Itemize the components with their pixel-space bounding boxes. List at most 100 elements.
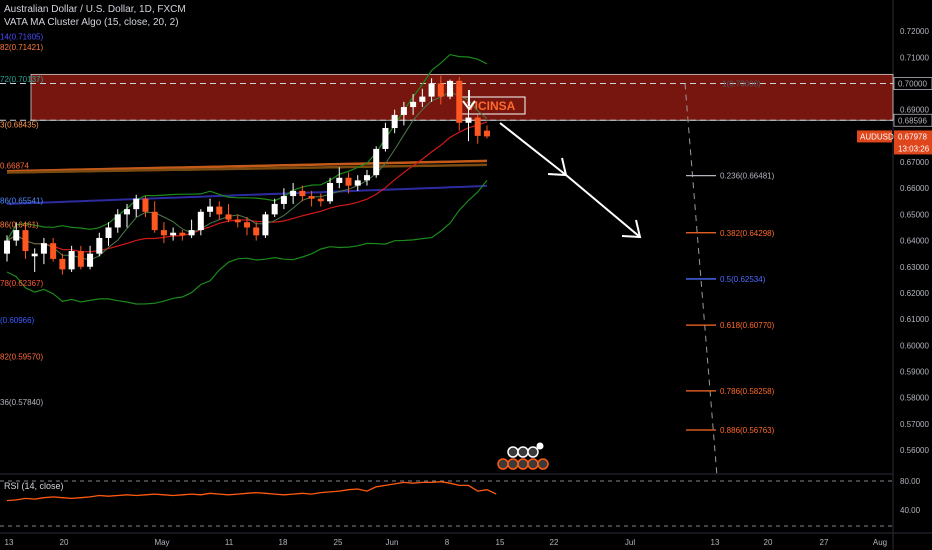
projection-arrows[interactable] bbox=[462, 90, 642, 239]
candle[interactable] bbox=[105, 227, 112, 238]
event-icon[interactable] bbox=[537, 458, 549, 470]
candle[interactable] bbox=[382, 128, 389, 149]
candle[interactable] bbox=[207, 206, 214, 212]
current-price-tag bbox=[894, 130, 932, 155]
rsi-title: RSI (14, close) bbox=[4, 481, 64, 491]
price-tick: 0.58000 bbox=[900, 394, 929, 403]
event-count-badge bbox=[536, 442, 544, 450]
candle[interactable] bbox=[133, 198, 140, 210]
candle[interactable] bbox=[336, 177, 343, 183]
candle[interactable] bbox=[262, 214, 269, 236]
candle[interactable] bbox=[114, 214, 121, 228]
candle[interactable] bbox=[68, 251, 75, 270]
time-axis[interactable]: 13 20 May 11 18 25 Jun 8 15 22 Jul 13 20 27 Aug bbox=[5, 538, 888, 547]
time-label: 18 bbox=[279, 538, 288, 547]
candle[interactable] bbox=[31, 253, 38, 257]
indicator-title: VATA MA Cluster Algo (15, close, 20, 2) bbox=[4, 17, 179, 28]
candle[interactable] bbox=[40, 243, 47, 254]
fib-retracement[interactable]: 1(0.70000) 0.236(0.66481) 0.382(0.64298) 0.… bbox=[684, 80, 775, 477]
left-level-label: 86(0.6461) bbox=[0, 221, 39, 230]
current-price: 0.67978 bbox=[898, 132, 927, 141]
candle[interactable] bbox=[151, 211, 158, 231]
ma-long-blue bbox=[6, 184, 488, 205]
candle[interactable] bbox=[317, 198, 324, 202]
time-label: 22 bbox=[550, 538, 559, 547]
candle[interactable] bbox=[299, 190, 306, 197]
candle[interactable] bbox=[253, 227, 260, 236]
candle[interactable] bbox=[290, 190, 297, 197]
candle[interactable] bbox=[354, 180, 361, 186]
candles-layer[interactable] bbox=[4, 75, 490, 275]
candle[interactable] bbox=[234, 219, 241, 223]
price-tick: 0.61000 bbox=[900, 315, 929, 324]
candle[interactable] bbox=[400, 107, 407, 115]
candle[interactable] bbox=[160, 230, 167, 236]
candle[interactable] bbox=[327, 182, 334, 202]
candle[interactable] bbox=[96, 237, 103, 254]
price-tick: 0.63000 bbox=[900, 263, 929, 272]
candle[interactable] bbox=[280, 196, 287, 204]
candle[interactable] bbox=[225, 214, 232, 220]
candle[interactable] bbox=[465, 117, 472, 123]
event-icon[interactable] bbox=[527, 446, 539, 458]
candle[interactable] bbox=[483, 130, 490, 137]
ma-band-lower bbox=[6, 179, 488, 305]
candle[interactable] bbox=[456, 80, 463, 123]
candle[interactable] bbox=[447, 80, 454, 97]
rsi-pane[interactable]: RSI (14, close) 80.00 40.00 bbox=[0, 477, 921, 527]
candle[interactable] bbox=[474, 117, 481, 136]
candle[interactable] bbox=[22, 230, 29, 252]
price-tick: 0.72000 bbox=[900, 27, 929, 36]
projection-leg-2 bbox=[565, 174, 641, 238]
fib-level-label: 0.786(0.58258) bbox=[720, 387, 775, 396]
event-icons[interactable] bbox=[497, 442, 549, 470]
candle[interactable] bbox=[87, 253, 94, 267]
ma-long-brown bbox=[6, 163, 488, 174]
left-level-label: 82(0.59570) bbox=[0, 353, 43, 362]
candle[interactable] bbox=[142, 198, 149, 212]
symbol-badge: AUDUSD bbox=[860, 132, 894, 141]
candle[interactable] bbox=[428, 83, 435, 97]
fib-level-label: 0.236(0.66481) bbox=[720, 172, 775, 181]
candle[interactable] bbox=[123, 209, 130, 215]
price-tick: 0.65000 bbox=[900, 210, 929, 219]
candle[interactable] bbox=[437, 83, 444, 97]
candle[interactable] bbox=[50, 243, 57, 259]
candle[interactable] bbox=[419, 96, 426, 102]
event-icon[interactable] bbox=[497, 458, 509, 470]
candle[interactable] bbox=[197, 211, 204, 231]
left-level-label: 72(0.70137) bbox=[0, 75, 43, 84]
projection-leg-2-head bbox=[621, 219, 642, 239]
left-level-label: 78(0.62367) bbox=[0, 279, 43, 288]
time-label: 11 bbox=[225, 538, 234, 547]
event-icon[interactable] bbox=[527, 458, 539, 470]
candle[interactable] bbox=[308, 196, 315, 199]
candle[interactable] bbox=[4, 240, 10, 254]
candle[interactable] bbox=[59, 258, 66, 270]
rsi-line bbox=[6, 481, 497, 502]
event-icon[interactable] bbox=[517, 458, 529, 470]
candle[interactable] bbox=[391, 114, 398, 129]
candle[interactable] bbox=[179, 232, 186, 236]
time-label: 8 bbox=[445, 538, 450, 547]
candle[interactable] bbox=[170, 232, 177, 236]
candle[interactable] bbox=[188, 230, 195, 236]
price-tick: 0.66000 bbox=[900, 184, 929, 193]
candle[interactable] bbox=[77, 251, 84, 267]
candle[interactable] bbox=[363, 175, 370, 181]
price-axis[interactable]: 0.720000.710000.700000.690000.680000.670… bbox=[857, 27, 932, 455]
candle[interactable] bbox=[345, 177, 352, 186]
event-icon[interactable] bbox=[507, 458, 519, 470]
candle[interactable] bbox=[373, 148, 380, 176]
candle[interactable] bbox=[13, 230, 20, 241]
zone-label: VICINSA bbox=[467, 99, 516, 113]
candle[interactable] bbox=[410, 101, 417, 108]
fib-level-label: 0.886(0.56763) bbox=[720, 426, 775, 435]
event-icon[interactable] bbox=[507, 446, 519, 458]
candle[interactable] bbox=[271, 203, 278, 215]
candle[interactable] bbox=[216, 206, 223, 215]
candle[interactable] bbox=[243, 222, 250, 228]
price-tick: 0.69000 bbox=[900, 106, 929, 115]
event-icon[interactable] bbox=[517, 446, 529, 458]
